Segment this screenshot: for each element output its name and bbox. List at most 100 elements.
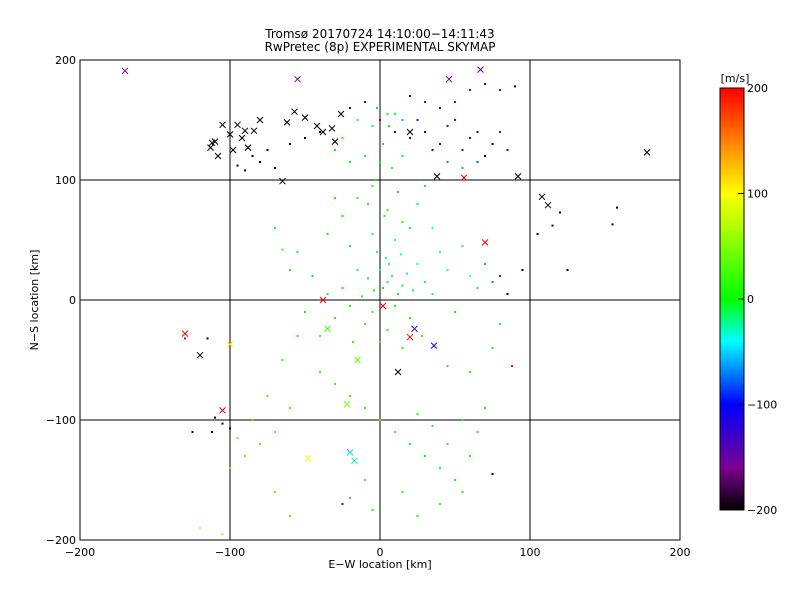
data-point-dot: [206, 337, 209, 340]
colorbar-tick-label: −100: [747, 399, 777, 412]
data-point-dot: [386, 113, 389, 115]
data-point-dot: [281, 248, 284, 251]
data-point-dot: [304, 311, 306, 313]
data-point-dot: [326, 293, 329, 295]
data-point-dot: [499, 323, 501, 325]
data-point-dot: [259, 161, 261, 163]
data-point-dot: [274, 431, 276, 433]
data-point-dot: [484, 263, 486, 265]
data-point-dot: [611, 223, 614, 226]
data-point-cross: [411, 325, 418, 333]
data-point-dot: [379, 341, 381, 343]
data-point-dot: [349, 161, 351, 163]
data-point-cross: [331, 138, 339, 145]
data-point-dot: [401, 284, 404, 287]
data-point-cross: [226, 341, 234, 348]
data-point-dot: [388, 263, 390, 265]
x-axis-ticks: −200 −100 0 100 200: [65, 546, 691, 559]
data-point-dot: [491, 473, 494, 475]
data-point-cross: [477, 66, 484, 73]
data-point-cross: [294, 75, 301, 83]
y-tick-label: −100: [46, 414, 76, 427]
data-point-cross: [346, 449, 354, 456]
data-point-dot: [506, 149, 509, 151]
data-point-dot: [251, 419, 254, 421]
data-point-dot: [506, 293, 509, 295]
colorbar-label: [m/s]: [721, 72, 750, 85]
data-point-cross: [250, 127, 258, 135]
data-point-dot: [469, 137, 471, 139]
data-point-dot: [394, 239, 396, 241]
colorbar-tick-label: 0: [747, 293, 754, 306]
data-point-dot: [461, 149, 464, 151]
data-point-dot: [364, 407, 366, 409]
data-point-dot: [454, 311, 456, 313]
data-point-dot: [424, 281, 426, 283]
data-point-dot: [371, 311, 374, 313]
y-axis-label: N−S location [km]: [28, 250, 41, 351]
data-point-cross: [226, 131, 234, 138]
y-axis-ticks: −200 −100 0 100 200: [46, 54, 76, 547]
data-point-cross: [313, 122, 321, 130]
data-point-dot: [469, 89, 471, 91]
data-point-dot: [191, 431, 194, 433]
data-point-dot: [394, 431, 396, 433]
data-point-dot: [484, 155, 486, 157]
data-point-dot: [476, 131, 479, 133]
data-point-dot: [386, 329, 389, 331]
data-point-dot: [439, 143, 441, 145]
chart-title: Tromsø 20170724 14:10:00−14:11:43: [264, 27, 494, 41]
data-point-dot: [364, 323, 366, 325]
data-point-cross: [544, 201, 552, 209]
data-point-dot: [391, 275, 393, 277]
data-point-cross: [406, 333, 414, 341]
data-point-dot: [476, 431, 479, 433]
data-point-cross: [181, 330, 189, 337]
data-point-dot: [388, 125, 390, 127]
data-point-dot: [416, 413, 419, 415]
colorbar-tick-label: 200: [747, 82, 768, 95]
data-point-dot: [199, 527, 201, 529]
data-point-dot: [431, 149, 434, 151]
data-point-dot: [461, 419, 464, 421]
data-point-dot: [409, 95, 411, 97]
data-point-dot: [341, 287, 344, 289]
data-point-dot: [244, 455, 246, 457]
data-point-cross: [337, 110, 345, 118]
data-point-dot: [274, 491, 276, 493]
data-point-dot: [371, 233, 374, 235]
data-point-dot: [394, 131, 396, 133]
data-point-dot: [439, 467, 441, 469]
plot-frame: [79, 59, 681, 541]
data-point-dot: [514, 85, 516, 88]
data-point-dot: [334, 383, 336, 385]
data-point-dot: [401, 347, 404, 349]
data-point-dot: [379, 269, 381, 271]
y-tick-label: 0: [69, 294, 76, 307]
data-point-dot: [259, 443, 261, 445]
data-point-dot: [364, 479, 366, 481]
chart-subtitle: RwPretec (8p) EXPERIMENTAL SKYMAP: [265, 40, 496, 54]
data-point-dot: [461, 491, 464, 493]
data-point-dot: [400, 253, 402, 256]
data-point-dot: [236, 164, 239, 167]
data-point-dot: [319, 371, 321, 373]
data-point-cross: [430, 342, 438, 349]
data-point-dot: [536, 233, 539, 235]
data-point-dot: [401, 119, 404, 121]
data-point-dot: [304, 137, 306, 139]
data-point-dot: [382, 287, 384, 289]
data-point-dot: [401, 155, 404, 157]
data-point-dot: [416, 263, 419, 265]
data-point-cross: [279, 177, 286, 185]
data-point-dot: [454, 119, 456, 121]
data-point-dot: [491, 143, 494, 145]
data-point-dot: [385, 257, 387, 259]
x-tick-label: 0: [377, 546, 384, 559]
y-tick-label: −200: [46, 534, 76, 547]
data-point-dot: [373, 289, 375, 292]
data-point-cross: [354, 356, 361, 364]
data-point-dot: [184, 337, 186, 340]
data-point-cross: [379, 302, 387, 310]
data-point-dot: [416, 515, 419, 517]
